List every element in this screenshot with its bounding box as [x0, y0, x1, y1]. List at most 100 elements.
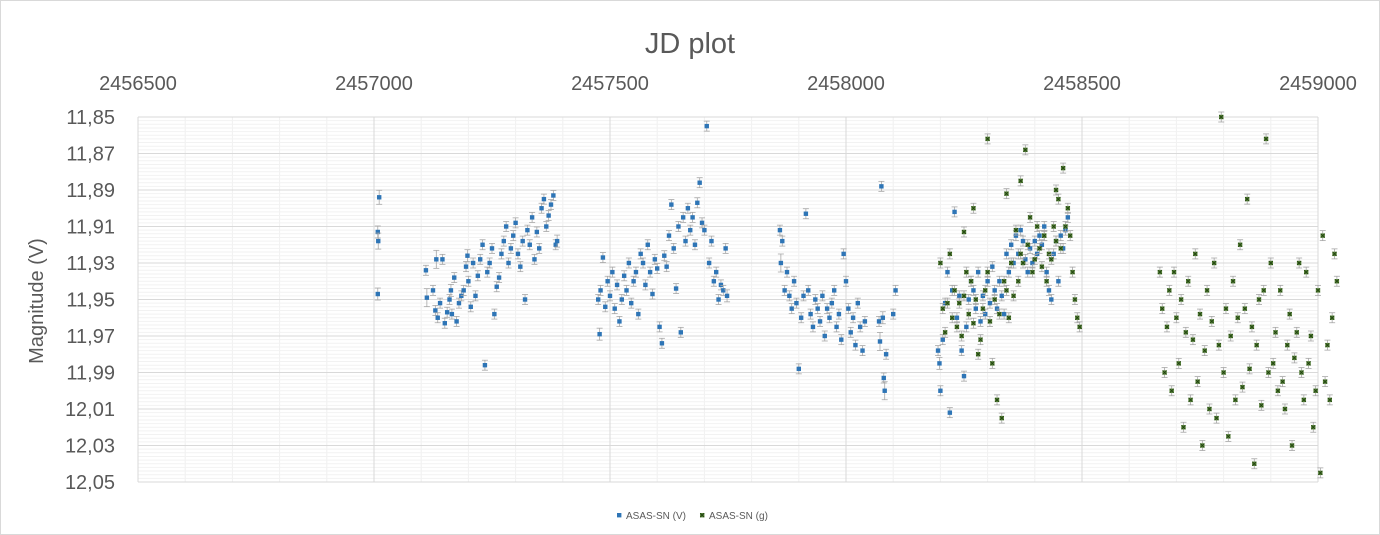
data-point — [848, 330, 853, 335]
data-point — [1018, 227, 1023, 233]
data-point-mark — [1195, 379, 1200, 384]
data-point-mark — [938, 260, 943, 266]
data-point — [434, 257, 439, 262]
data-point-mark — [1329, 315, 1335, 321]
y-tick-label: 11,89 — [66, 180, 115, 202]
data-point — [1016, 251, 1021, 257]
data-point — [999, 293, 1004, 299]
data-point — [617, 319, 622, 324]
data-point — [664, 264, 669, 269]
data-point — [801, 293, 806, 299]
y-tick-label: 11,97 — [66, 326, 115, 348]
data-point — [1037, 233, 1042, 238]
data-point — [629, 300, 634, 306]
data-point — [666, 233, 672, 238]
data-point — [529, 215, 535, 220]
data-point — [513, 220, 518, 226]
data-point — [966, 297, 971, 302]
data-point-mark — [1315, 288, 1321, 293]
data-point — [506, 260, 511, 266]
data-point — [808, 311, 813, 317]
data-point — [482, 363, 488, 368]
data-point-mark — [1242, 306, 1248, 311]
major-gridlines — [137, 116, 1319, 483]
data-point — [853, 342, 858, 348]
data-point — [494, 284, 499, 289]
data-point — [876, 319, 882, 324]
y-tick-label: 11,95 — [66, 290, 115, 312]
data-point — [699, 220, 705, 226]
data-point — [975, 269, 981, 275]
data-point-mark — [1077, 324, 1082, 330]
data-point — [803, 211, 809, 216]
data-point — [950, 288, 955, 293]
data-point — [706, 260, 712, 266]
data-point — [777, 227, 783, 233]
data-point — [857, 324, 863, 330]
data-point — [546, 213, 551, 218]
data-point — [650, 291, 655, 297]
data-point — [487, 260, 492, 266]
data-point — [882, 388, 887, 393]
x-tick-label: 2457500 — [571, 73, 649, 95]
data-point — [709, 238, 714, 244]
data-point — [787, 293, 792, 299]
data-point — [1011, 260, 1016, 266]
data-point — [957, 293, 962, 299]
data-point-mark — [1197, 311, 1203, 317]
data-point — [985, 279, 990, 284]
data-point-mark — [971, 205, 976, 211]
data-point — [435, 315, 440, 320]
data-point — [980, 293, 986, 299]
data-point — [971, 288, 976, 293]
data-point-mark — [1263, 136, 1269, 142]
data-point — [433, 308, 438, 313]
data-point — [692, 242, 698, 247]
data-point-mark — [1188, 397, 1193, 403]
data-point-mark — [997, 311, 1002, 317]
data-point-mark — [1181, 424, 1186, 430]
data-point — [714, 269, 719, 275]
data-point — [518, 264, 523, 269]
data-point-mark — [994, 397, 1000, 403]
data-point — [554, 238, 560, 244]
data-point-mark — [1023, 147, 1028, 153]
data-point — [610, 269, 615, 275]
data-point — [544, 224, 549, 229]
data-point-mark — [1200, 443, 1205, 448]
data-point — [534, 229, 540, 235]
data-point-mark — [959, 333, 964, 339]
data-point — [954, 315, 960, 320]
legend-item: ASAS-SN (g) — [699, 511, 768, 522]
data-point — [702, 227, 707, 233]
data-point — [442, 321, 447, 326]
data-point — [553, 242, 558, 247]
data-point-mark — [1266, 370, 1271, 375]
data-point-mark — [1020, 260, 1026, 266]
data-point — [633, 269, 639, 275]
data-point — [1046, 288, 1052, 293]
data-point-mark — [961, 293, 967, 299]
x-tick-label: 2458500 — [1043, 73, 1121, 95]
data-point — [447, 297, 452, 302]
x-tick-label: 2458000 — [807, 73, 885, 95]
data-point — [448, 288, 454, 293]
y-tick-label: 11,99 — [66, 363, 115, 385]
data-point — [532, 257, 537, 262]
data-point-mark — [1030, 269, 1035, 275]
data-point — [973, 306, 978, 311]
data-point-mark — [1053, 187, 1059, 193]
data-point — [1049, 297, 1054, 302]
data-point-mark — [1313, 388, 1318, 394]
data-point-mark — [1275, 388, 1281, 394]
data-point — [440, 257, 445, 262]
data-point — [961, 373, 967, 379]
data-point — [515, 251, 521, 257]
data-point — [662, 253, 667, 258]
data-point — [997, 279, 1002, 284]
data-point-mark — [1277, 288, 1283, 293]
data-point-mark — [982, 288, 988, 293]
data-point — [721, 288, 726, 293]
data-point — [798, 315, 804, 320]
data-point — [716, 297, 721, 302]
